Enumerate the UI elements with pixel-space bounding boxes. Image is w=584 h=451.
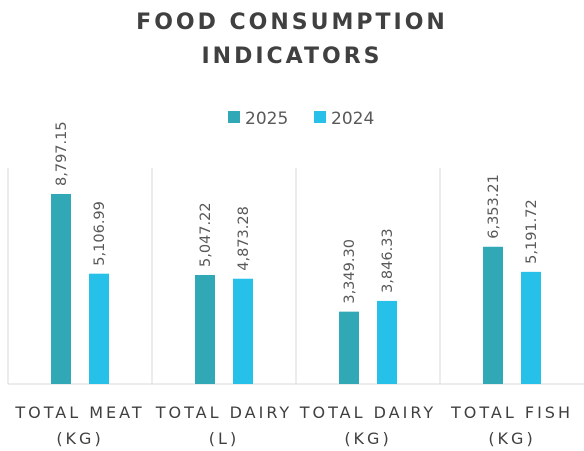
bar [377, 300, 397, 384]
bar [233, 278, 253, 384]
value-label: 5,106.99 [92, 201, 108, 266]
bar [521, 271, 541, 384]
value-label: 8,797.15 [54, 121, 70, 186]
x-tick-label: TOTAL MEAT (KG) [15, 403, 145, 448]
x-tick-label: TOTAL DAIRY (KG) [299, 403, 437, 448]
legend-swatch [228, 111, 240, 123]
value-label: 5,191.72 [524, 199, 540, 264]
chart-title: FOOD CONSUMPTION INDICATORS [136, 10, 448, 69]
value-label: 5,047.22 [198, 202, 214, 267]
value-label: 3,349.30 [342, 239, 358, 304]
legend-label: 2025 [245, 109, 288, 129]
value-label: 3,846.33 [380, 228, 396, 293]
bar [339, 311, 359, 384]
bar [195, 274, 215, 384]
value-label: 6,353.21 [486, 174, 502, 239]
value-label: 4,873.28 [236, 206, 252, 271]
legend-label: 2024 [331, 109, 374, 129]
x-tick-label: TOTAL DAIRY (L) [155, 403, 293, 448]
bar [51, 193, 71, 384]
x-tick-label: TOTAL FISH (KG) [451, 403, 573, 448]
legend-swatch [314, 111, 326, 123]
bar [483, 246, 503, 384]
bar [89, 273, 109, 384]
